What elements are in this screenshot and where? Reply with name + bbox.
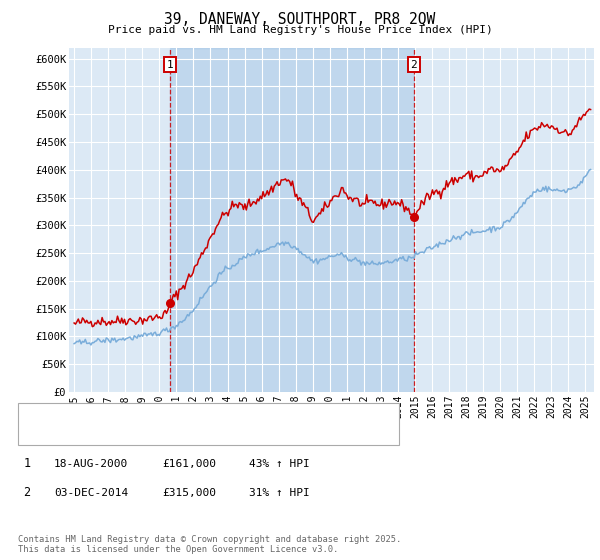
Text: 2: 2 [23,486,31,500]
Text: Price paid vs. HM Land Registry's House Price Index (HPI): Price paid vs. HM Land Registry's House … [107,25,493,35]
Text: 1: 1 [23,457,31,470]
Text: Contains HM Land Registry data © Crown copyright and database right 2025.
This d: Contains HM Land Registry data © Crown c… [18,535,401,554]
Text: £315,000: £315,000 [162,488,216,498]
Text: 43% ↑ HPI: 43% ↑ HPI [249,459,310,469]
Bar [170,48,413,392]
Text: 2: 2 [410,60,417,69]
Text: 03-DEC-2014: 03-DEC-2014 [54,488,128,498]
Text: 1: 1 [167,60,173,69]
Text: 31% ↑ HPI: 31% ↑ HPI [249,488,310,498]
Text: 18-AUG-2000: 18-AUG-2000 [54,459,128,469]
Text: 39, DANEWAY, SOUTHPORT, PR8 2QW (detached house): 39, DANEWAY, SOUTHPORT, PR8 2QW (detache… [60,409,360,419]
Text: 39, DANEWAY, SOUTHPORT, PR8 2QW: 39, DANEWAY, SOUTHPORT, PR8 2QW [164,12,436,27]
Text: £161,000: £161,000 [162,459,216,469]
Text: HPI: Average price, detached house, Sefton: HPI: Average price, detached house, Seft… [60,430,322,439]
